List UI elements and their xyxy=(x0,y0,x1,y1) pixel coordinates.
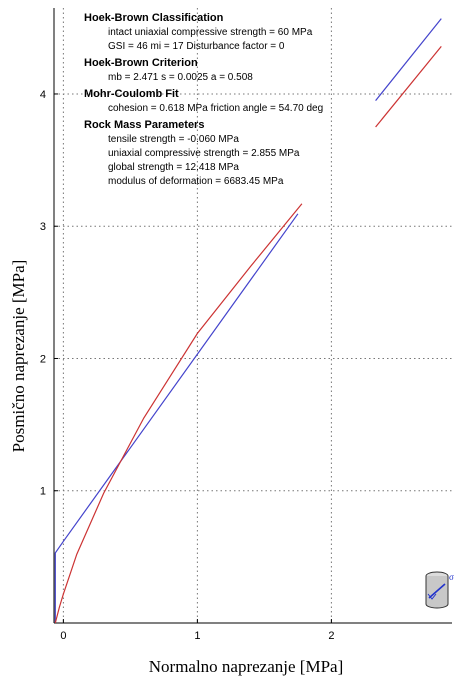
y-tick-label-1: 2 xyxy=(40,353,46,365)
annotation-line-3-1: uniaxial compressive strength = 2.855 MP… xyxy=(108,148,300,159)
icon-sigma-label: σ xyxy=(449,572,454,582)
annotation-heading-2: Mohr-Coulomb Fit xyxy=(84,88,179,100)
series-line-1 xyxy=(54,203,303,624)
annotation-line-1-0: mb = 2.471 s = 0.0025 a = 0.508 xyxy=(108,72,253,83)
rock-sample-cylinder-icon: σ xyxy=(425,571,454,609)
annotation-heading-0: Hoek-Brown Classification xyxy=(84,12,224,24)
annotation-block: Hoek-Brown Classification intact uniaxial… xyxy=(84,12,323,187)
x-axis-label: Normalno naprezanje [MPa] xyxy=(149,657,343,676)
axes xyxy=(53,8,452,624)
y-axis-label: Posmično naprezanje [MPa] xyxy=(9,260,28,453)
x-tick-label-0: 0 xyxy=(60,630,66,642)
annotation-line-3-3: modulus of deformation = 6683.45 MPa xyxy=(108,176,284,187)
annotation-line-3-2: global strength = 12.418 MPa xyxy=(108,162,239,173)
tick-labels: 0 1 2 1 2 3 4 xyxy=(40,89,335,642)
y-tick-label-2: 3 xyxy=(40,221,46,233)
annotation-line-0-1: GSI = 46 mi = 17 Disturbance factor = 0 xyxy=(108,41,285,52)
series-line-0 xyxy=(54,213,299,623)
y-tick-label-0: 1 xyxy=(40,486,46,498)
annotation-line-2-0: cohesion = 0.618 MPa friction angle = 54… xyxy=(108,103,323,114)
annotation-line-0-0: intact uniaxial compressive strength = 6… xyxy=(108,27,313,38)
inset-line-0 xyxy=(375,18,442,101)
annotation-heading-1: Hoek-Brown Criterion xyxy=(84,57,198,69)
x-tick-label-1: 1 xyxy=(194,630,200,642)
inset-line-1 xyxy=(375,46,442,128)
annotation-line-3-0: tensile strength = -0.060 MPa xyxy=(108,134,239,145)
series-lines xyxy=(54,18,442,624)
annotation-heading-3: Rock Mass Parameters xyxy=(84,119,204,131)
grid-lines xyxy=(54,8,452,623)
x-tick-label-2: 2 xyxy=(328,630,334,642)
y-tick-label-3: 4 xyxy=(40,89,46,101)
